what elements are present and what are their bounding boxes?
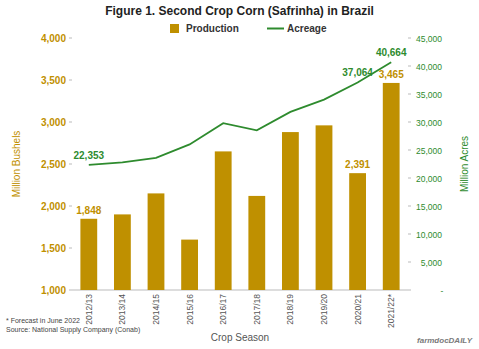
bar	[181, 240, 198, 290]
x-tick-label: 2021/22*	[386, 293, 396, 328]
y2-tick	[408, 178, 411, 179]
bar	[80, 219, 97, 290]
bar	[215, 151, 232, 290]
y2-tick-label: 5,000	[421, 258, 443, 268]
data-label: 37,064	[342, 67, 373, 78]
plot-area	[80, 62, 399, 290]
line	[89, 62, 391, 165]
bar	[316, 125, 333, 290]
data-label: 2,391	[345, 159, 370, 170]
y-tick-label: 3,000	[41, 117, 66, 128]
y2-axis-title: Million Acres	[459, 136, 470, 192]
y2-tick-label: 30,000	[416, 118, 442, 128]
y-tick	[69, 80, 72, 81]
y2-tick	[408, 262, 411, 263]
y-tick	[69, 206, 72, 207]
y2-tick-label: 25,000	[416, 146, 442, 156]
x-tick-label: 2015/16	[185, 294, 195, 325]
legend-label: Acreage	[287, 23, 327, 34]
x-axis-title: Crop Season	[211, 332, 269, 343]
axes: 1,000 1,500 2,000 2,500 3,000 3,500 4,000 - 5,00…	[41, 33, 444, 296]
y2-tick	[408, 206, 411, 207]
y-axis-title: Million Bushels	[11, 131, 22, 198]
footnote: * Forecast in June 2022	[6, 317, 80, 324]
y-tick-label: 1,500	[41, 243, 66, 254]
bar	[383, 83, 400, 290]
bar	[282, 132, 299, 290]
legend-label: Production	[186, 23, 239, 34]
y-tick-label: 2,000	[41, 201, 66, 212]
y2-tick-label: -	[441, 286, 444, 296]
watermark: farmdocDAILY	[417, 336, 473, 345]
y2-tick-label: 10,000	[416, 230, 442, 240]
x-tick-label: 2012/13	[84, 294, 94, 325]
y-tick	[69, 38, 72, 39]
title: Figure 1. Second Crop Corn (Safrinha) in…	[105, 4, 374, 18]
x-tick-label: 2017/18	[252, 294, 262, 325]
chart: Figure 1. Second Crop Corn (Safrinha) in…	[0, 0, 479, 349]
bar	[349, 173, 366, 290]
x-tick-label: 2014/15	[151, 294, 161, 325]
y-tick	[69, 290, 72, 291]
data-labels: 1,848 2,391 3,465 22,353 37,06440,664	[74, 47, 407, 215]
y-tick-label: 4,000	[41, 33, 66, 44]
y-tick-label: 3,500	[41, 75, 66, 86]
x-tick-label: 2019/20	[319, 294, 329, 325]
data-label: 40,664	[376, 47, 407, 58]
x-tick-label: 2016/17	[218, 294, 228, 325]
y2-tick	[408, 122, 411, 123]
data-label: 3,465	[379, 69, 404, 80]
y2-tick-label: 35,000	[416, 90, 442, 100]
bar	[114, 214, 131, 290]
y-tick-label: 1,000	[41, 285, 66, 296]
data-label: 1,848	[76, 205, 101, 216]
y2-tick	[408, 150, 411, 151]
y2-tick-label: 45,000	[416, 34, 442, 44]
x-tick-label: 2013/14	[117, 294, 127, 325]
x-tick-label: 2018/19	[285, 294, 295, 325]
y2-tick	[408, 290, 411, 291]
bar	[248, 196, 265, 290]
y2-tick	[408, 66, 411, 67]
y2-tick-label: 20,000	[416, 174, 442, 184]
bar	[148, 193, 165, 290]
y-tick	[69, 248, 72, 249]
y2-tick	[408, 234, 411, 235]
y-tick-label: 2,500	[41, 159, 66, 170]
source-note: Source: National Supply Company (Conab)	[6, 326, 140, 334]
data-label: 22,353	[74, 150, 105, 161]
y-tick	[69, 164, 72, 165]
y2-tick-label: 15,000	[416, 202, 442, 212]
background	[0, 0, 479, 349]
x-tick-label: 2020/21	[353, 294, 363, 325]
legend-swatch	[267, 28, 284, 30]
legend: Production Acreage	[170, 23, 327, 34]
y2-tick-label: 40,000	[416, 62, 442, 72]
y2-tick	[408, 94, 411, 95]
legend-swatch	[170, 24, 179, 33]
y-tick	[69, 122, 72, 123]
y2-tick	[408, 38, 411, 39]
